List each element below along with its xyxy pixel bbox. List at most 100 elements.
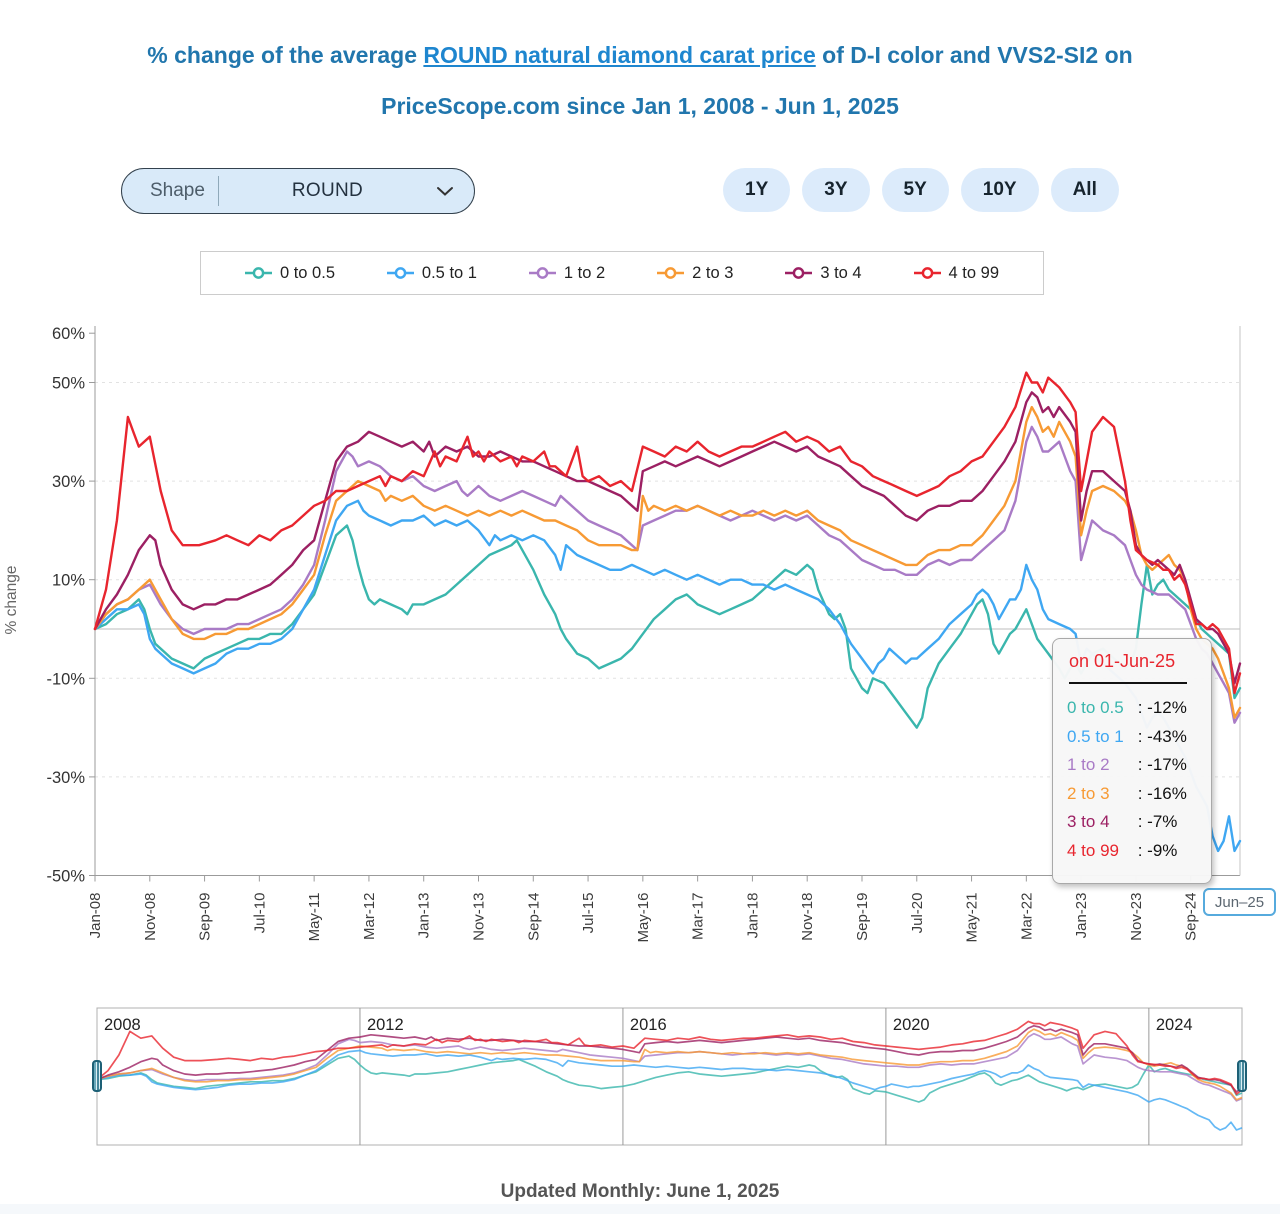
x-tick-label: Jul-10 <box>251 893 268 934</box>
page-title: % change of the average ROUND natural di… <box>0 30 1280 132</box>
x-tick-label: Nov-18 <box>799 893 816 941</box>
y-tick-label: 50% <box>52 375 85 393</box>
crosshair-date-label: Jun–25 <box>1203 888 1276 916</box>
navigator-series-0-5-to-1 <box>96 1049 1243 1131</box>
navigator-series-0-to-0-5 <box>96 1055 1243 1103</box>
tooltip-row-value: -12% <box>1147 698 1187 717</box>
x-tick-label: Jul-20 <box>909 893 926 934</box>
y-tick-label: -50% <box>46 868 85 886</box>
tooltip-row-2-to-3: 2 to 3 : -16% <box>1067 780 1199 809</box>
x-tick-label: Mar-12 <box>361 893 378 941</box>
title-link[interactable]: ROUND natural diamond carat price <box>423 42 816 68</box>
tooltip-row-label: 0 to 0.5 <box>1067 698 1124 717</box>
tooltip-row-value: -16% <box>1147 783 1187 803</box>
legend-marker-icon <box>386 267 414 279</box>
y-tick-label: 30% <box>52 473 85 491</box>
x-tick-label: Sep-19 <box>854 893 871 941</box>
legend-item-0-to-0-5[interactable]: 0 to 0.5 <box>244 263 335 283</box>
range-button-3y[interactable]: 3Y <box>802 168 870 212</box>
tooltip-row-label: 2 to 3 <box>1067 783 1110 803</box>
tooltip-row-label: 3 to 4 <box>1067 812 1110 831</box>
tooltip-row-label: 4 to 99 <box>1067 840 1119 860</box>
title-line-1: % change of the average ROUND natural di… <box>0 30 1280 81</box>
series-line-3-to-4[interactable] <box>93 391 1242 685</box>
shape-select-value: ROUND <box>291 180 364 201</box>
navigator-left-handle[interactable] <box>92 1060 102 1092</box>
range-button-10y[interactable]: 10Y <box>960 168 1039 212</box>
x-tick-label: May-16 <box>635 893 652 943</box>
navigator-year-label: 2012 <box>367 1016 404 1034</box>
navigator[interactable]: 2008 2012 2016 2020 2024 <box>0 1000 1280 1160</box>
x-tick-label: Sep-24 <box>1183 893 1200 941</box>
legend-item-label: 4 to 99 <box>948 263 1000 282</box>
shape-select[interactable]: Shape ROUND <box>121 168 475 214</box>
tooltip-row-label: 1 to 2 <box>1067 755 1110 774</box>
title-post: of D-I color and VVS2-SI2 on <box>815 42 1133 68</box>
update-note: Updated Monthly: June 1, 2025 <box>500 1181 780 1202</box>
x-tick-label: Jan-08 <box>87 893 104 939</box>
legend-item-1-to-2[interactable]: 1 to 2 <box>528 264 605 283</box>
x-tick-label: Jan-18 <box>744 893 761 939</box>
navigator-year-label: 2024 <box>1156 1016 1193 1034</box>
x-tick-label: Jan-13 <box>416 893 433 939</box>
title-line-2: PriceScope.com since Jan 1, 2008 - Jun 1… <box>381 93 899 119</box>
navigator-right-handle[interactable] <box>1237 1060 1247 1092</box>
tooltip-row-0-5-to-1: 0.5 to 1 : -43% <box>1067 723 1199 752</box>
tooltip-row-1-to-2: 1 to 2 : -17% <box>1067 751 1199 780</box>
tooltip-row-value: -17% <box>1147 755 1187 774</box>
navigator-series-3-to-4 <box>96 1024 1243 1093</box>
x-tick-label: Jan-23 <box>1073 893 1090 939</box>
shape-select-divider <box>217 176 219 206</box>
tooltip-divider <box>1069 682 1187 684</box>
y-axis-title: % change <box>3 566 20 635</box>
legend-item-0-5-to-1[interactable]: 0.5 to 1 <box>386 263 477 283</box>
navigator-year-label: 2016 <box>630 1016 667 1034</box>
chevron-down-icon <box>436 186 454 197</box>
y-tick-label: -10% <box>46 670 85 688</box>
x-tick-label: Nov-13 <box>470 893 487 941</box>
range-button-all[interactable]: All <box>1050 168 1119 212</box>
navigator-year-label: 2008 <box>104 1016 141 1034</box>
legend-marker-icon <box>657 267 685 279</box>
legend-item-label: 0 to 0.5 <box>279 263 335 282</box>
y-tick-label: -30% <box>46 769 85 787</box>
y-tick-label: 10% <box>52 572 85 590</box>
legend-item-label: 2 to 3 <box>692 263 734 282</box>
tooltip-row-0-to-0-5: 0 to 0.5 : -12% <box>1067 694 1199 723</box>
navigator-series-2-to-3 <box>96 1028 1243 1101</box>
legend-item-4-to-99[interactable]: 4 to 99 <box>913 263 1000 283</box>
tooltip-rows: 0 to 0.5 : -12% 0.5 to 1 : -43% 1 to 2 : -… <box>1067 694 1199 865</box>
legend-marker-icon <box>528 267 556 279</box>
tooltip: on 01-Jun-25 0 to 0.5 : -12% 0.5 to 1 : -… <box>1052 638 1212 884</box>
range-buttons: 1Y 3Y 5Y 10Y All <box>723 168 1119 212</box>
series-line-4-to-99[interactable] <box>93 371 1242 695</box>
x-tick-label: Nov-23 <box>1128 893 1145 941</box>
x-tick-label: Sep-14 <box>525 893 542 941</box>
x-tick-label: May-21 <box>964 893 981 943</box>
legend-marker-icon <box>244 267 272 279</box>
navigator-series-4-to-99 <box>96 1020 1243 1096</box>
bottom-strip <box>0 1204 1280 1214</box>
range-button-5y[interactable]: 5Y <box>881 168 949 212</box>
legend-item-2-to-3[interactable]: 2 to 3 <box>657 264 733 283</box>
x-tick-label: May-11 <box>306 893 323 942</box>
tooltip-row-3-to-4: 3 to 4 : -7% <box>1067 808 1199 837</box>
x-tick-label: Jul-15 <box>580 893 597 934</box>
tooltip-row-value: -43% <box>1147 726 1187 746</box>
navigator-year-label: 2020 <box>893 1016 930 1034</box>
x-tick-label: Mar-17 <box>690 893 707 941</box>
legend-item-label: 0.5 to 1 <box>421 263 477 282</box>
shape-select-label: Shape <box>150 180 205 201</box>
x-tick-label: Nov-08 <box>142 893 159 941</box>
legend-item-3-to-4[interactable]: 3 to 4 <box>785 263 862 283</box>
range-button-1y[interactable]: 1Y <box>723 168 791 212</box>
x-tick-label: Mar-22 <box>1018 893 1035 941</box>
tooltip-date: on 01-Jun-25 <box>1069 651 1176 671</box>
tooltip-row-value: -7% <box>1147 812 1178 831</box>
tooltip-row-label: 0.5 to 1 <box>1067 726 1124 746</box>
legend-item-label: 3 to 4 <box>820 263 862 282</box>
legend-marker-icon <box>913 267 941 279</box>
series-line-2-to-3[interactable] <box>93 405 1242 719</box>
x-tick-label: Sep-09 <box>197 893 214 941</box>
